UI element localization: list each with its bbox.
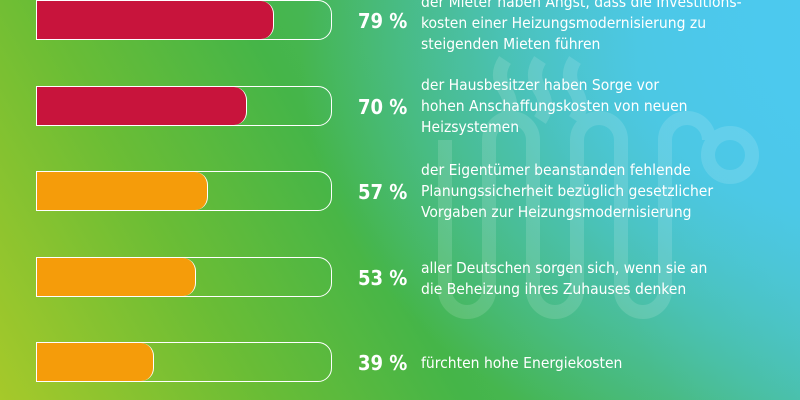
bar-row: 53 % <box>0 257 800 299</box>
description-line: der Hausbesitzer haben Sorge vor <box>421 76 660 94</box>
percent-label: 57 % <box>358 180 408 204</box>
bar-description: aller Deutschen sorgen sich, wenn sie an… <box>421 258 707 300</box>
percent-label: 79 % <box>358 9 408 33</box>
bar-track <box>36 342 332 382</box>
radiator-icon <box>438 56 759 319</box>
bar-row: 39 % <box>0 342 800 384</box>
bar-row: 57 % <box>0 171 800 213</box>
description-line: Vorgaben zur Heizungsmodernisierung <box>421 203 692 221</box>
description-line: kosten einer Heizungsmodernisierung zu <box>421 14 707 32</box>
bar-description: der Eigentümer beanstanden fehlende Planu… <box>421 160 713 223</box>
description-line: der Mieter haben Angst, dass die Investi… <box>421 0 742 11</box>
bar-description: fürchten hohe Energiekosten <box>421 353 622 374</box>
description-line: aller Deutschen sorgen sich, wenn sie an <box>421 259 708 277</box>
description-line: hohen Anschaffungskosten von neuen <box>421 97 688 115</box>
bar-description: der Hausbesitzer haben Sorge vor hohen An… <box>421 75 688 138</box>
bar-fill <box>37 343 154 381</box>
bar-track <box>36 86 332 126</box>
bar-fill <box>37 258 196 296</box>
bar-track <box>36 0 332 40</box>
bar-row: 70 % <box>0 86 800 128</box>
description-line: steigenden Mieten führen <box>421 35 601 53</box>
percent-label: 53 % <box>358 266 408 290</box>
description-line: die Beheizung ihres Zuhauses denken <box>421 280 687 298</box>
bar-fill <box>37 87 247 125</box>
percent-label: 70 % <box>358 95 408 119</box>
description-line: Planungssicherheit bezüglich gesetzliche… <box>421 182 714 200</box>
description-line: Heizsystemen <box>421 118 520 136</box>
bar-fill <box>37 172 208 210</box>
percent-label: 39 % <box>358 351 408 375</box>
bar-row: 79 % <box>0 0 800 42</box>
description-line: der Eigentümer beanstanden fehlende <box>421 161 691 179</box>
bar-track <box>36 171 332 211</box>
description-line: fürchten hohe Energiekosten <box>421 354 623 372</box>
bar-track <box>36 257 332 297</box>
bar-fill <box>37 1 274 39</box>
bar-description: der Mieter haben Angst, dass die Investi… <box>421 0 742 55</box>
